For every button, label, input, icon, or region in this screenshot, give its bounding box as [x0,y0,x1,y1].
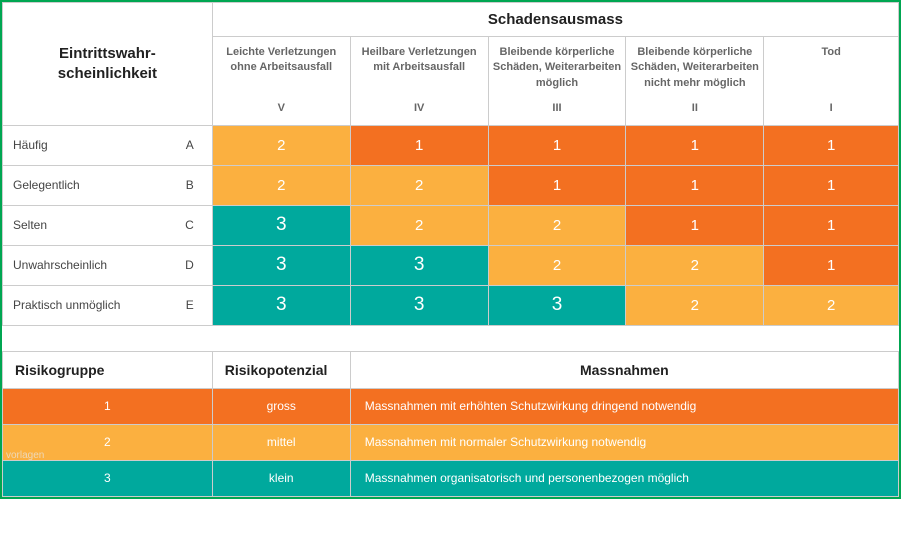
table-row: Unwahrscheinlich D 3 3 2 2 1 [3,245,899,285]
legend-group: 1 [3,388,213,424]
severity-col-0: Leichte Verletzungen ohne Arbeitsausfall… [212,37,350,126]
risk-cell: 2 [350,205,488,245]
severity-col-1: Heilbare Verletzungen mit Arbeitsausfall… [350,37,488,126]
severity-col-4: Tod I [764,37,899,126]
table-row: Gelegentlich B 2 2 1 1 1 [3,165,899,205]
prob-name: Häufig [13,138,48,152]
risk-cell: 3 [350,245,488,285]
risk-cell: 2 [350,165,488,205]
prob-letter: D [185,258,202,272]
risk-cell: 3 [350,285,488,325]
table-row: Häufig A 2 1 1 1 1 [3,125,899,165]
prob-letter: A [186,138,202,152]
risk-cell: 1 [488,165,626,205]
risk-cell: 1 [626,205,764,245]
severity-col-2-roman: III [552,101,561,116]
prob-letter: B [186,178,202,192]
risk-cell: 2 [764,285,899,325]
prob-name: Selten [13,218,47,232]
table-row: Selten C 3 2 2 1 1 [3,205,899,245]
risk-cell: 2 [626,285,764,325]
severity-col-0-roman: V [278,101,285,116]
prob-letter: E [186,298,202,312]
risk-cell: 3 [212,245,350,285]
risk-cell: 1 [488,125,626,165]
legend-row: 1 gross Massnahmen mit erhöhten Schutzwi… [3,388,899,424]
prob-letter: C [185,218,202,232]
risk-cell: 2 [488,205,626,245]
prob-label-0: Häufig A [3,125,213,165]
table-row: Praktisch unmöglich E 3 3 3 2 2 [3,285,899,325]
legend-group: 2 [3,424,213,460]
legend-group: 3 [3,460,213,496]
severity-header: Schadensausmass [212,3,898,37]
prob-name: Unwahrscheinlich [13,258,107,272]
prob-name: Gelegentlich [13,178,80,192]
risk-cell: 3 [488,285,626,325]
prob-name: Praktisch unmöglich [13,298,120,312]
spacer-row [3,325,899,351]
risk-cell: 2 [212,165,350,205]
legend-measure: Massnahmen mit erhöhten Schutzwirkung dr… [350,388,898,424]
risk-cell: 3 [212,285,350,325]
risk-cell: 2 [488,245,626,285]
legend-measure: Massnahmen mit normaler Schutzwirkung no… [350,424,898,460]
risk-cell: 3 [212,205,350,245]
legend-header-group: Risikogruppe [3,351,213,388]
probability-header-text: Eintrittswahr-scheinlichkeit [58,45,157,82]
risk-cell: 2 [212,125,350,165]
legend-header-measures: Massnahmen [350,351,898,388]
risk-cell: 1 [764,165,899,205]
legend-header-row: Risikogruppe Risikopotenzial Massnahmen [3,351,899,388]
severity-col-2-label: Bleibende körperliche Schäden, Weiterarb… [493,45,622,91]
risk-matrix-table: Eintrittswahr-scheinlichkeit Schadensaus… [2,2,899,497]
risk-cell: 1 [626,165,764,205]
risk-cell: 2 [626,245,764,285]
severity-col-2: Bleibende körperliche Schäden, Weiterarb… [488,37,626,126]
legend-measure: Massnahmen organisatorisch und personenb… [350,460,898,496]
risk-cell: 1 [764,125,899,165]
legend-row: 3 klein Massnahmen organisatorisch und p… [3,460,899,496]
severity-col-1-label: Heilbare Verletzungen mit Arbeitsausfall [355,45,484,76]
risk-cell: 1 [350,125,488,165]
prob-label-4: Praktisch unmöglich E [3,285,213,325]
severity-col-4-roman: I [830,101,833,116]
severity-col-3-label: Bleibende körperliche Schäden, Weiterarb… [630,45,759,91]
prob-label-3: Unwahrscheinlich D [3,245,213,285]
prob-label-2: Selten C [3,205,213,245]
severity-col-0-label: Leichte Verletzungen ohne Arbeitsausfall [217,45,346,76]
severity-col-3-roman: II [692,101,698,116]
severity-col-1-roman: IV [414,101,424,116]
legend-potential: klein [212,460,350,496]
probability-header: Eintrittswahr-scheinlichkeit [3,3,213,126]
risk-cell: 1 [764,205,899,245]
severity-header-text: Schadensausmass [488,11,623,28]
severity-col-4-label: Tod [821,45,840,60]
legend-potential: gross [212,388,350,424]
legend-row: 2 mittel Massnahmen mit normaler Schutzw… [3,424,899,460]
prob-label-1: Gelegentlich B [3,165,213,205]
risk-cell: 1 [764,245,899,285]
risk-cell: 1 [626,125,764,165]
risk-matrix-container: Eintrittswahr-scheinlichkeit Schadensaus… [0,0,901,499]
legend-header-potential: Risikopotenzial [212,351,350,388]
severity-col-3: Bleibende körperliche Schäden, Weiterarb… [626,37,764,126]
legend-potential: mittel [212,424,350,460]
